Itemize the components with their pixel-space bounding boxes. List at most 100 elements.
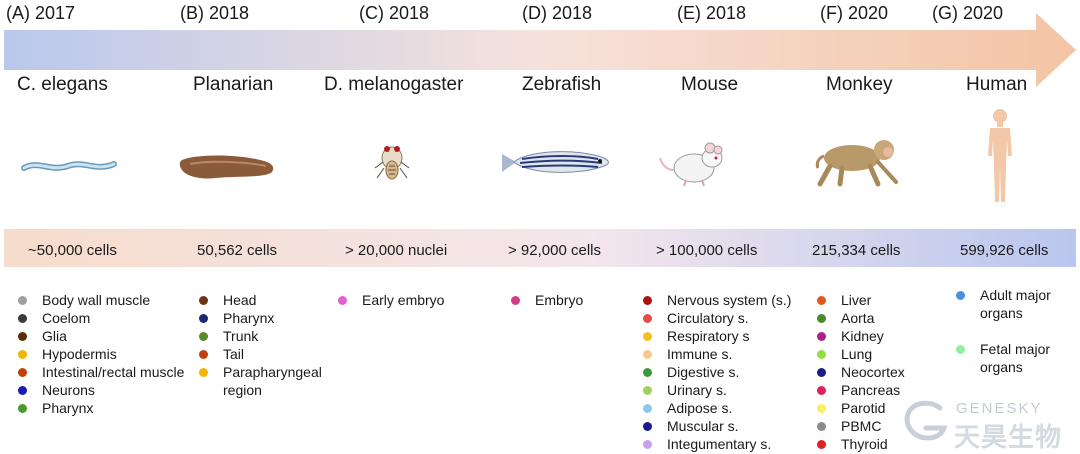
legend-label: Lung xyxy=(841,346,873,362)
legend-label: Embryo xyxy=(535,292,584,308)
legend-label: Tail xyxy=(223,346,245,362)
legend-c-elegans: Body wall muscle Coelom Glia Hypodermis Inte… xyxy=(18,291,184,417)
legend-label: Hypodermis xyxy=(42,346,117,362)
cell-count-mouse: > 100,000 cells xyxy=(656,242,758,259)
legend-label: Muscular s. xyxy=(667,418,739,434)
legend-item: PBMC xyxy=(817,417,905,435)
legend-color-dot xyxy=(199,332,208,341)
legend-label: Thyroid xyxy=(841,436,888,452)
legend-label: Body wall muscle xyxy=(42,292,151,308)
legend-color-dot xyxy=(817,404,826,413)
organism-c-elegans: C. elegans xyxy=(17,74,108,95)
legend-label: Pharynx xyxy=(223,310,275,326)
legend-item: Neocortex xyxy=(817,363,905,381)
legend-color-dot xyxy=(18,350,27,359)
legend-item: Head xyxy=(199,291,322,309)
legend-color-dot xyxy=(956,345,965,354)
legend-label: Neurons xyxy=(42,382,95,398)
legend-item: Early embryo xyxy=(338,291,444,309)
timeline-arrow xyxy=(4,13,1076,87)
legend-label: Adult major organs xyxy=(980,287,1051,321)
legend-color-dot xyxy=(817,440,826,449)
organism-human: Human xyxy=(966,74,1028,95)
legend-item: Respiratory s xyxy=(643,327,791,345)
legend-label: Digestive s. xyxy=(667,364,740,380)
watermark-brand: GENESKY xyxy=(956,400,1043,417)
mouse-icon xyxy=(659,142,723,187)
legend-label: Parapharyngeal region xyxy=(223,364,322,398)
cell-count-monkey: 215,334 cells xyxy=(812,242,901,259)
legend-item: Neurons xyxy=(18,381,184,399)
organism-d-melanogaster: D. melanogaster xyxy=(324,74,464,95)
legend-item: Lung xyxy=(817,345,905,363)
legend-color-dot xyxy=(817,386,826,395)
legend-color-dot xyxy=(18,404,27,413)
legend-color-dot xyxy=(511,296,520,305)
legend-item: Parotid xyxy=(817,399,905,417)
legend-item: Trunk xyxy=(199,327,322,345)
genesky-logo-icon xyxy=(904,400,948,441)
legend-color-dot xyxy=(643,404,652,413)
legend-label: Coelom xyxy=(42,310,91,326)
legend-color-dot xyxy=(817,368,826,377)
legend-color-dot xyxy=(643,386,652,395)
organism-monkey: Monkey xyxy=(826,74,893,95)
legend-label: Parotid xyxy=(841,400,886,416)
legend-label: Fetal major organs xyxy=(980,341,1051,375)
legend-item: Embryo xyxy=(511,291,583,309)
legend-color-dot xyxy=(817,296,826,305)
legend-item: Pharynx xyxy=(199,309,322,327)
legend-item: Pancreas xyxy=(817,381,905,399)
legend-label: Pharynx xyxy=(42,400,94,416)
cell-count-planarian: 50,562 cells xyxy=(197,242,278,259)
legend-label: Integumentary s. xyxy=(667,436,772,452)
year-label-c: (C) 2018 xyxy=(359,3,430,23)
legend-item: Adipose s. xyxy=(643,399,791,417)
legend-label: Liver xyxy=(841,292,872,308)
legend-item: Kidney xyxy=(817,327,905,345)
legend-item: Intestinal/rectal muscle xyxy=(18,363,184,381)
legend-color-dot xyxy=(18,386,27,395)
legend-label: Nervous system (s.) xyxy=(667,292,792,308)
year-label-f: (F) 2020 xyxy=(820,3,889,23)
legend-item: Immune s. xyxy=(643,345,791,363)
cell-count-zebrafish: > 92,000 cells xyxy=(508,242,601,259)
year-label-g: (G) 2020 xyxy=(932,3,1004,23)
legend-item: Urinary s. xyxy=(643,381,791,399)
planarian-flatworm-icon xyxy=(179,155,274,179)
legend-item: Digestive s. xyxy=(643,363,791,381)
legend-color-dot xyxy=(18,296,27,305)
legend-color-dot xyxy=(643,368,652,377)
legend-item: Body wall muscle xyxy=(18,291,184,309)
legend-label: Adipose s. xyxy=(667,400,733,416)
legend-label: Head xyxy=(223,292,257,308)
zebrafish-icon xyxy=(502,151,609,173)
cell-count-human: 599,926 cells xyxy=(960,242,1049,259)
human-figure-icon xyxy=(988,109,1012,202)
legend-color-dot xyxy=(956,291,965,300)
watermark-chinese: 天昊生物 xyxy=(954,422,1063,452)
legend-label: Neocortex xyxy=(841,364,905,380)
legend-mouse: Nervous system (s.) Circulatory s. Respira… xyxy=(643,291,791,453)
legend-label: Glia xyxy=(42,328,67,344)
year-label-d: (D) 2018 xyxy=(522,3,593,23)
legend-color-dot xyxy=(817,350,826,359)
legend-color-dot xyxy=(643,350,652,359)
legend-label: Trunk xyxy=(223,328,259,344)
organism-planarian: Planarian xyxy=(193,74,274,95)
legend-color-dot xyxy=(643,422,652,431)
legend-color-dot xyxy=(18,332,27,341)
legend-monkey: Liver Aorta Kidney Lung Neocortex Pancreas Par… xyxy=(817,291,905,453)
year-label-b: (B) 2018 xyxy=(180,3,250,23)
legend-color-dot xyxy=(18,314,27,323)
legend-item: Circulatory s. xyxy=(643,309,791,327)
legend-color-dot xyxy=(199,350,208,359)
legend-color-dot xyxy=(199,314,208,323)
legend-color-dot xyxy=(643,296,652,305)
cell-count-c-elegans: ~50,000 cells xyxy=(28,242,117,259)
legend-item: Thyroid xyxy=(817,435,905,453)
legend-color-dot xyxy=(18,368,27,377)
legend-label: Immune s. xyxy=(667,346,733,362)
c-elegans-worm-icon xyxy=(21,161,117,171)
legend-zebrafish: Embryo xyxy=(511,291,583,309)
